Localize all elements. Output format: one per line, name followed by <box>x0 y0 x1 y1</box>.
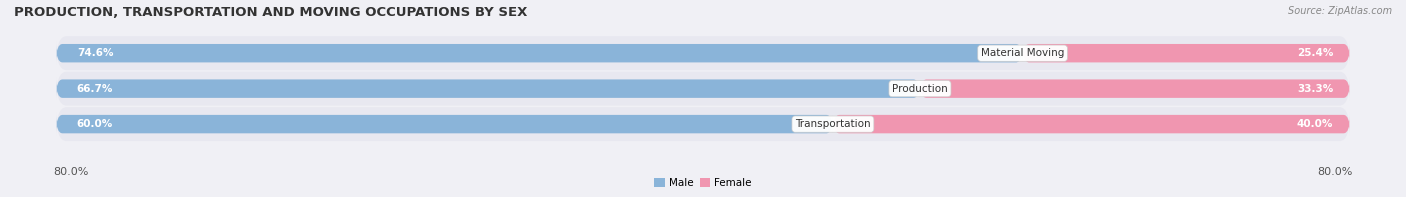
Text: Production: Production <box>891 84 948 94</box>
FancyBboxPatch shape <box>56 107 1350 141</box>
FancyBboxPatch shape <box>56 79 920 98</box>
FancyBboxPatch shape <box>832 115 1350 133</box>
Text: 60.0%: 60.0% <box>77 119 112 129</box>
Text: Source: ZipAtlas.com: Source: ZipAtlas.com <box>1288 6 1392 16</box>
Text: PRODUCTION, TRANSPORTATION AND MOVING OCCUPATIONS BY SEX: PRODUCTION, TRANSPORTATION AND MOVING OC… <box>14 6 527 19</box>
FancyBboxPatch shape <box>920 79 1350 98</box>
Text: 66.7%: 66.7% <box>77 84 114 94</box>
FancyBboxPatch shape <box>56 36 1350 70</box>
Text: 80.0%: 80.0% <box>53 167 89 177</box>
Legend: Male, Female: Male, Female <box>650 174 756 192</box>
Text: 74.6%: 74.6% <box>77 48 114 58</box>
Text: 25.4%: 25.4% <box>1296 48 1333 58</box>
FancyBboxPatch shape <box>56 115 832 133</box>
FancyBboxPatch shape <box>1022 44 1350 62</box>
Text: 33.3%: 33.3% <box>1296 84 1333 94</box>
FancyBboxPatch shape <box>56 72 1350 106</box>
Text: Material Moving: Material Moving <box>981 48 1064 58</box>
Text: Transportation: Transportation <box>796 119 870 129</box>
Text: 40.0%: 40.0% <box>1296 119 1333 129</box>
Text: 80.0%: 80.0% <box>1317 167 1353 177</box>
FancyBboxPatch shape <box>56 44 1022 62</box>
